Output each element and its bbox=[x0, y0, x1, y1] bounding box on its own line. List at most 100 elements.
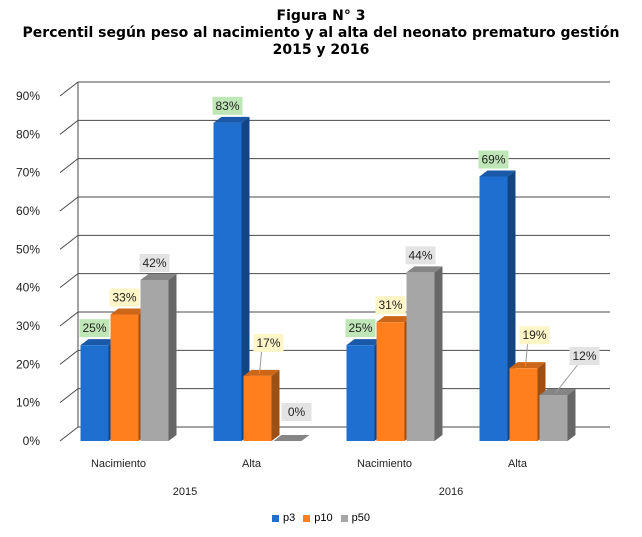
data-label-text: 31% bbox=[378, 298, 402, 312]
legend-item-p3: p3 bbox=[272, 512, 295, 524]
gridline-diagonal bbox=[59, 311, 79, 327]
data-label-p3-2: 83% bbox=[212, 96, 243, 115]
bar-top bbox=[406, 266, 443, 273]
y-tick-label: 50% bbox=[16, 242, 40, 256]
data-label-box bbox=[375, 296, 406, 315]
data-label-box bbox=[569, 347, 600, 365]
gridline-diagonal bbox=[59, 234, 79, 250]
data-label-p50-1: 42% bbox=[139, 254, 170, 272]
label-leader-line bbox=[525, 344, 528, 367]
bar-side bbox=[567, 389, 576, 441]
data-label-p50-2: 0% bbox=[281, 403, 312, 421]
y-tick-label: 60% bbox=[16, 204, 40, 218]
y-tick-label: 90% bbox=[16, 89, 40, 103]
legend-swatch bbox=[303, 514, 311, 522]
bar-top bbox=[273, 435, 310, 441]
bar-front bbox=[346, 345, 375, 441]
bar-p50-1 bbox=[140, 274, 177, 441]
data-label-box bbox=[405, 246, 436, 265]
bar-side bbox=[271, 369, 280, 441]
bar-front bbox=[110, 314, 139, 441]
legend-label: p50 bbox=[351, 512, 370, 524]
legend-swatch bbox=[340, 514, 348, 522]
data-label-text: 44% bbox=[408, 248, 432, 262]
title-line-3: 2015 y 2016 bbox=[272, 42, 370, 58]
bar-top bbox=[140, 274, 177, 280]
y-tick-label: 20% bbox=[16, 357, 40, 371]
data-label-p50-3: 44% bbox=[405, 246, 436, 265]
x-category-label: Alta bbox=[242, 458, 262, 470]
bar-top bbox=[80, 339, 117, 346]
y-tick-label: 30% bbox=[16, 319, 40, 333]
bar-front bbox=[509, 368, 538, 441]
bar-top bbox=[376, 316, 413, 323]
data-label-box bbox=[253, 333, 284, 352]
gridline-diagonal bbox=[59, 273, 79, 289]
data-label-box bbox=[212, 96, 243, 115]
bar-side bbox=[168, 274, 177, 441]
bars bbox=[80, 116, 576, 441]
gridline-diagonal bbox=[59, 158, 79, 174]
y-tick-label: 10% bbox=[16, 396, 40, 410]
y-tick-label: 80% bbox=[16, 127, 40, 141]
bar-front bbox=[479, 176, 508, 441]
gridline-diagonal bbox=[59, 81, 79, 97]
bar-p10-2 bbox=[243, 369, 280, 441]
chart-title: Figura N° 3 Percentil según peso al naci… bbox=[0, 8, 642, 59]
data-label-p10-1: 33% bbox=[109, 288, 140, 307]
data-label-box bbox=[139, 254, 170, 272]
data-label-text: 83% bbox=[215, 99, 239, 113]
chart-legend: p3 p10 p50 bbox=[0, 512, 642, 525]
bar-side bbox=[241, 116, 250, 441]
data-label-text: 33% bbox=[112, 291, 136, 305]
data-label-box bbox=[519, 326, 550, 345]
data-label-text: 25% bbox=[82, 321, 106, 335]
gridline-diagonal bbox=[59, 119, 79, 135]
gridline-diagonal bbox=[59, 349, 79, 365]
x-category-label: Nacimiento bbox=[91, 458, 146, 470]
bar-p3-2 bbox=[213, 116, 250, 441]
bar-front bbox=[406, 272, 435, 441]
data-label-p10-2: 17% bbox=[253, 333, 284, 352]
bar-front bbox=[243, 375, 272, 441]
data-label-box bbox=[478, 150, 509, 169]
y-tick-label: 0% bbox=[23, 434, 41, 448]
data-label-text: 42% bbox=[142, 256, 166, 270]
x-group-label: 2015 bbox=[173, 486, 197, 498]
data-labels: 25% 33% 42% 83% 17% 0% 25% 31% 44% 69% 19% 12% bbox=[79, 96, 600, 421]
bar-front bbox=[80, 345, 109, 441]
data-label-box bbox=[345, 319, 376, 338]
data-label-box bbox=[79, 319, 110, 338]
bar-p50-4 bbox=[539, 389, 576, 441]
gridline-diagonal bbox=[59, 388, 79, 404]
data-label-text: 12% bbox=[572, 349, 596, 363]
bar-top bbox=[539, 389, 576, 395]
bar-front bbox=[140, 280, 169, 441]
bar-front bbox=[213, 122, 242, 441]
data-label-text: 19% bbox=[522, 328, 546, 342]
data-label-p10-3: 31% bbox=[375, 296, 406, 315]
bar-top bbox=[346, 339, 383, 346]
data-label-text: 0% bbox=[288, 405, 306, 419]
bar-p50-2 bbox=[273, 435, 310, 441]
data-label-box bbox=[281, 403, 312, 421]
gridline-diagonal bbox=[59, 426, 79, 442]
x-category-label: Nacimiento bbox=[357, 458, 412, 470]
x-group-label: 2016 bbox=[439, 486, 463, 498]
gridline-diagonal bbox=[59, 196, 79, 212]
data-label-box bbox=[109, 288, 140, 307]
legend-label: p3 bbox=[283, 512, 296, 524]
legend-item-p50: p50 bbox=[340, 512, 370, 524]
bar-top bbox=[479, 170, 516, 177]
data-label-text: 69% bbox=[481, 153, 505, 167]
data-label-p3-3: 25% bbox=[345, 319, 376, 338]
bar-side bbox=[434, 266, 443, 441]
data-label-text: 25% bbox=[348, 321, 372, 335]
label-leader-line bbox=[259, 351, 262, 374]
bar-top bbox=[243, 369, 280, 376]
y-tick-label: 70% bbox=[16, 166, 40, 180]
y-tick-label: 40% bbox=[16, 281, 40, 295]
title-line-1: Figura N° 3 bbox=[276, 8, 366, 24]
bar-top bbox=[509, 362, 546, 369]
